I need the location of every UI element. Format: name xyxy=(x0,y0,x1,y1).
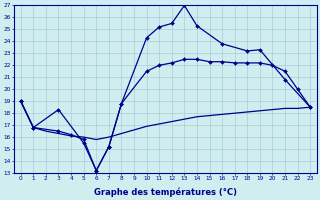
X-axis label: Graphe des températures (°C): Graphe des températures (°C) xyxy=(94,187,237,197)
